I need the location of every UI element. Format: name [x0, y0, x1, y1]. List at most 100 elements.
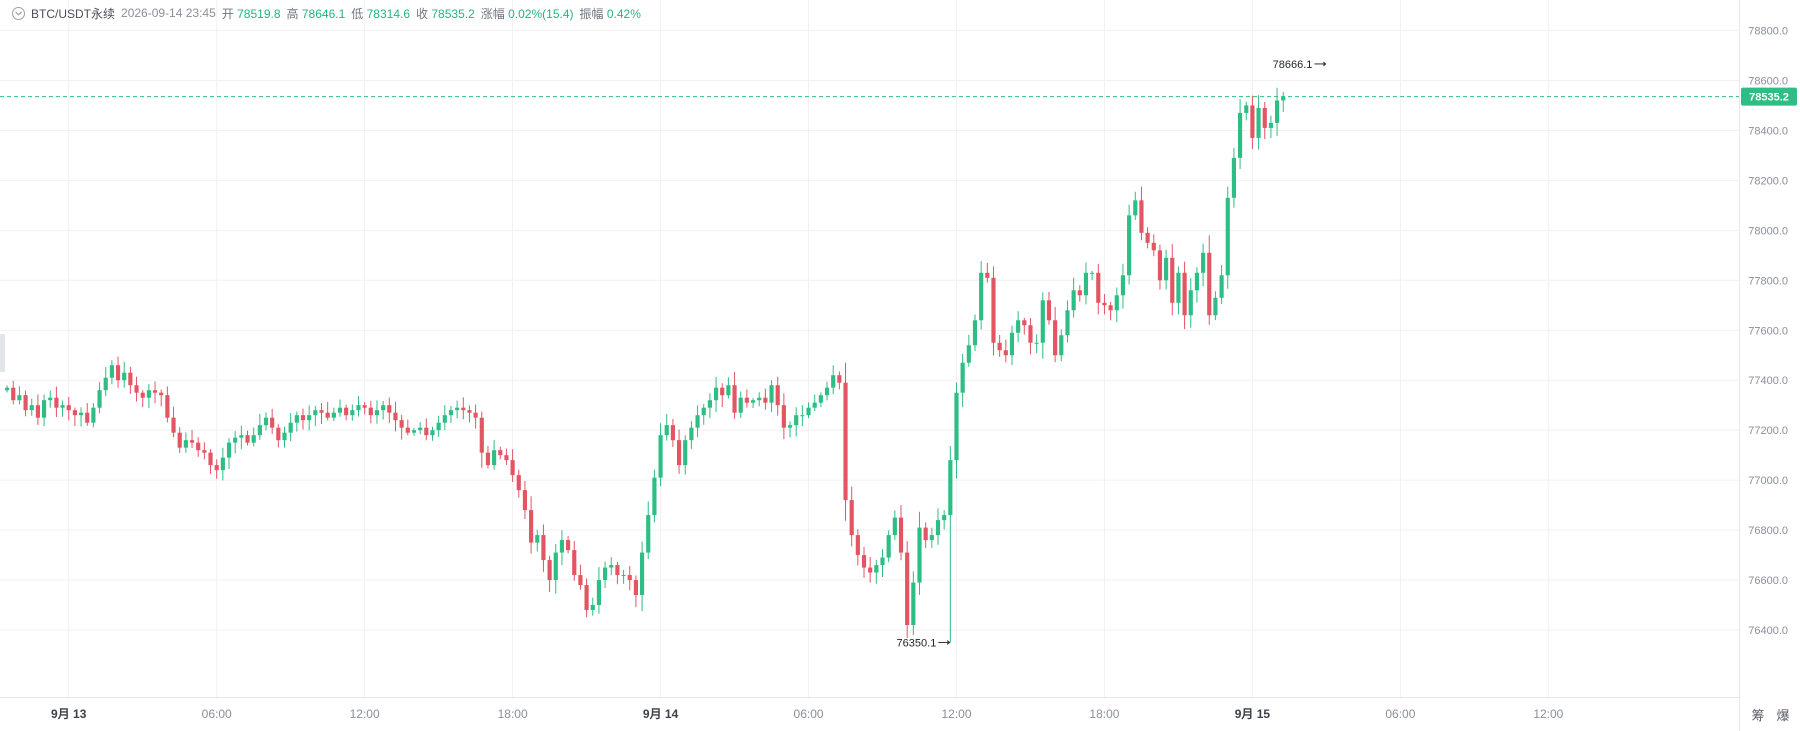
x-tick-label: 12:00	[941, 707, 971, 721]
candle-body	[1225, 197, 1230, 276]
candle-body	[288, 422, 293, 433]
candle-body	[658, 435, 663, 478]
candle-body	[633, 580, 638, 596]
candle-body	[880, 557, 885, 566]
candle-body	[1176, 272, 1181, 303]
candle-body	[1090, 272, 1095, 274]
x-tick-label: 12:00	[350, 707, 380, 721]
candle-body	[504, 455, 509, 461]
candle-body	[257, 425, 262, 436]
candle-body	[868, 567, 873, 573]
candle-body	[498, 450, 503, 456]
candle-body	[781, 405, 786, 428]
y-tick-label: 78600.0	[1748, 75, 1788, 87]
left-drawer-handle[interactable]	[0, 334, 5, 372]
x-tick-label: 06:00	[794, 707, 824, 721]
candle-body	[627, 575, 632, 581]
candle-body	[861, 555, 867, 568]
candle-body	[103, 377, 108, 391]
candle-body	[1003, 350, 1008, 356]
candle-body	[529, 510, 534, 543]
candle-body	[763, 397, 768, 403]
candle-body	[905, 552, 910, 626]
candle-body	[54, 397, 59, 408]
candle-body	[732, 385, 737, 413]
current-price-tag[interactable]	[1741, 87, 1797, 106]
candle-body	[122, 372, 127, 381]
candle-body	[455, 407, 460, 411]
candle-body	[923, 527, 928, 541]
candle-body	[535, 535, 540, 543]
candle-body	[775, 385, 780, 406]
x-tick-label: 9月 13	[51, 707, 87, 721]
y-tick-label: 77000.0	[1748, 475, 1788, 487]
candle-body	[824, 387, 830, 396]
low-marker-label: 76350.1	[897, 637, 937, 649]
candle-body	[85, 412, 90, 423]
y-tick-label: 78200.0	[1748, 175, 1788, 187]
candle-body	[325, 412, 330, 418]
close-value: 78535.2	[431, 6, 475, 21]
candle-body	[177, 432, 182, 448]
candle-body	[800, 415, 805, 417]
candle-body	[547, 560, 552, 581]
candle-body	[713, 387, 719, 401]
collapse-toggle-icon[interactable]	[12, 6, 25, 20]
candle-body	[171, 417, 176, 433]
candle-body	[837, 375, 842, 383]
candle-body	[436, 422, 441, 431]
candle-body	[874, 565, 879, 573]
candle-body	[670, 425, 675, 441]
candle-body	[1046, 300, 1052, 321]
candle-body	[405, 427, 410, 433]
candle-body	[350, 410, 355, 416]
candle-body	[911, 582, 916, 626]
candle-body	[1164, 257, 1169, 281]
candle-body	[424, 427, 429, 436]
candle-body	[1065, 310, 1070, 336]
candle-body	[991, 277, 996, 343]
y-tick-label: 78800.0	[1748, 25, 1788, 37]
candle-body	[319, 410, 324, 413]
candle-body	[855, 535, 860, 556]
high-marker-label: 78666.1	[1273, 59, 1313, 71]
candle-body	[1188, 290, 1193, 316]
candle-body	[1053, 320, 1058, 356]
candle-body	[48, 397, 53, 401]
candle-body	[510, 460, 515, 476]
candle-body	[1139, 200, 1144, 233]
candle-body	[331, 412, 336, 418]
candle-body	[1133, 200, 1138, 216]
symbol-name[interactable]: BTC/USDT永续	[31, 6, 116, 21]
candle-body	[78, 412, 84, 416]
candle-body	[146, 390, 151, 398]
candle-body	[1207, 252, 1212, 316]
candle-body	[473, 412, 478, 418]
candle-body	[91, 407, 96, 423]
candle-body	[935, 520, 941, 536]
candle-body	[245, 435, 250, 443]
candle-body	[183, 440, 188, 448]
low-value: 78314.6	[366, 6, 411, 21]
candle-body	[584, 585, 589, 611]
candle-body	[165, 395, 170, 418]
corner-button-chips[interactable]: 筹	[1751, 708, 1764, 723]
candle-body	[17, 395, 22, 401]
candle-body	[942, 515, 947, 521]
candle-body	[979, 272, 984, 321]
candle-body	[202, 450, 207, 453]
candle-body	[1096, 272, 1101, 303]
x-tick-label: 18:00	[1089, 707, 1119, 721]
candle-body	[374, 410, 380, 416]
candle-body	[128, 372, 133, 386]
candle-body	[467, 410, 472, 413]
candle-body	[1182, 272, 1187, 316]
corner-button-liquidation[interactable]: 爆	[1776, 708, 1789, 723]
candle-body	[948, 460, 953, 516]
candle-body	[226, 442, 232, 458]
candle-body	[1194, 272, 1200, 291]
candle-body	[757, 397, 762, 401]
candle-body	[430, 430, 435, 436]
